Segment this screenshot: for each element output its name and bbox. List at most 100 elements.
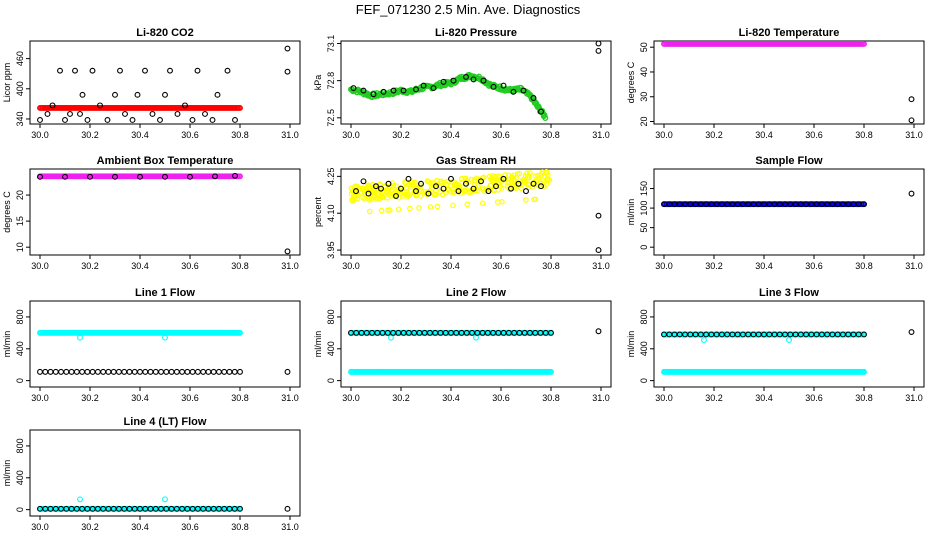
data-point <box>462 187 468 193</box>
data-point <box>444 178 451 185</box>
series-diagnostic <box>37 172 291 255</box>
x-tick-label: 30.6 <box>805 130 823 140</box>
data-point <box>147 368 154 375</box>
x-tick-label: 31.0 <box>905 130 923 140</box>
x-tick-label: 30.6 <box>805 393 823 403</box>
x-tick-label: 30.8 <box>855 261 873 271</box>
series-diagnostic <box>37 505 291 512</box>
y-tick-label: 0 <box>326 378 336 383</box>
x-tick-label: 30.4 <box>442 261 460 271</box>
panel-sample: Sample Flow 30.0 30.2 30.4 30.6 30.8 31.0 0 50 10… <box>626 155 925 271</box>
x-tick-label: 30.8 <box>542 393 560 403</box>
data-point <box>378 185 384 192</box>
data-point <box>453 182 460 189</box>
data-point <box>489 175 495 181</box>
data-point <box>390 182 397 189</box>
x-tick-label: 31.0 <box>905 393 923 403</box>
data-point <box>210 368 217 375</box>
series-2.5-min-average <box>37 104 243 111</box>
x-tick-label: 30.4 <box>755 130 773 140</box>
data-point <box>544 176 550 182</box>
data-point <box>437 189 443 195</box>
data-point <box>530 95 537 101</box>
plot-frame <box>29 40 301 125</box>
y-tick-label: 800 <box>639 309 649 324</box>
data-point <box>440 78 447 85</box>
data-point <box>112 91 118 98</box>
y-tick-label: 460 <box>15 51 25 66</box>
y-axis-label: percent <box>313 196 323 227</box>
data-point <box>226 368 233 375</box>
data-point <box>386 191 393 197</box>
data-point <box>499 198 505 205</box>
data-point <box>42 368 49 375</box>
series-flow-b <box>348 368 554 375</box>
x-tick-label: 30.2 <box>81 130 99 140</box>
x-tick-label: 30.2 <box>705 130 723 140</box>
data-point <box>530 180 537 187</box>
x-tick-label: 30.8 <box>231 522 249 532</box>
data-point <box>373 183 379 190</box>
data-point <box>861 201 867 208</box>
data-point <box>488 176 494 182</box>
y-tick-label: 800 <box>15 438 25 453</box>
data-point <box>455 188 462 195</box>
y-axis-label: degrees C <box>626 61 636 103</box>
data-point <box>548 368 554 375</box>
data-point <box>77 110 83 117</box>
x-tick-label: 30.2 <box>392 261 410 271</box>
data-point <box>450 202 456 209</box>
data-point <box>134 91 141 98</box>
data-point <box>511 184 518 191</box>
data-point <box>433 183 439 190</box>
data-point <box>212 173 218 180</box>
data-point <box>200 368 207 375</box>
series-flow-b <box>661 368 867 375</box>
x-tick-label: 30.2 <box>81 393 99 403</box>
plot-frame <box>340 168 612 256</box>
data-point <box>126 368 133 375</box>
data-point <box>68 368 75 375</box>
data-point <box>284 248 291 255</box>
data-point <box>786 337 792 343</box>
data-point <box>464 201 471 208</box>
data-point <box>366 208 373 215</box>
x-tick-label: 30.6 <box>181 130 199 140</box>
plot-frame <box>653 168 925 256</box>
data-point <box>72 67 78 74</box>
y-axis-label: ml/min <box>626 331 636 358</box>
data-point <box>407 184 414 190</box>
data-point <box>479 200 486 207</box>
data-point <box>157 117 163 123</box>
y-axis-label: kPa <box>313 75 323 91</box>
data-point <box>474 183 481 189</box>
data-point <box>538 108 544 115</box>
data-point <box>348 185 355 192</box>
x-tick-label: 31.0 <box>905 261 923 271</box>
x-tick-label: 30.6 <box>181 261 199 271</box>
panel-title: Sample Flow <box>755 155 823 167</box>
x-tick-label: 30.4 <box>131 261 149 271</box>
data-point <box>77 496 83 503</box>
data-point <box>194 67 201 74</box>
data-point <box>152 368 159 375</box>
x-tick-label: 30.0 <box>342 393 360 403</box>
data-point <box>73 368 80 375</box>
x-tick-label: 30.8 <box>231 130 249 140</box>
panel-line1: Line 1 Flow 30.0 30.2 30.4 30.6 30.8 31.0 0 400 8… <box>2 287 301 403</box>
x-tick-label: 31.0 <box>592 393 610 403</box>
data-point <box>402 179 408 185</box>
plot-frame <box>340 40 612 125</box>
data-point <box>49 102 56 109</box>
data-point <box>470 76 477 83</box>
x-tick-label: 30.4 <box>131 522 149 532</box>
data-point <box>168 368 175 375</box>
data-point <box>369 181 376 188</box>
x-tick-label: 31.0 <box>592 261 610 271</box>
data-point <box>413 188 419 195</box>
panel-title: Ambient Box Temperature <box>97 155 234 167</box>
series-flow-b <box>77 334 168 341</box>
y-tick-label: 340 <box>15 111 25 126</box>
data-point <box>395 206 402 213</box>
data-point <box>908 96 915 103</box>
